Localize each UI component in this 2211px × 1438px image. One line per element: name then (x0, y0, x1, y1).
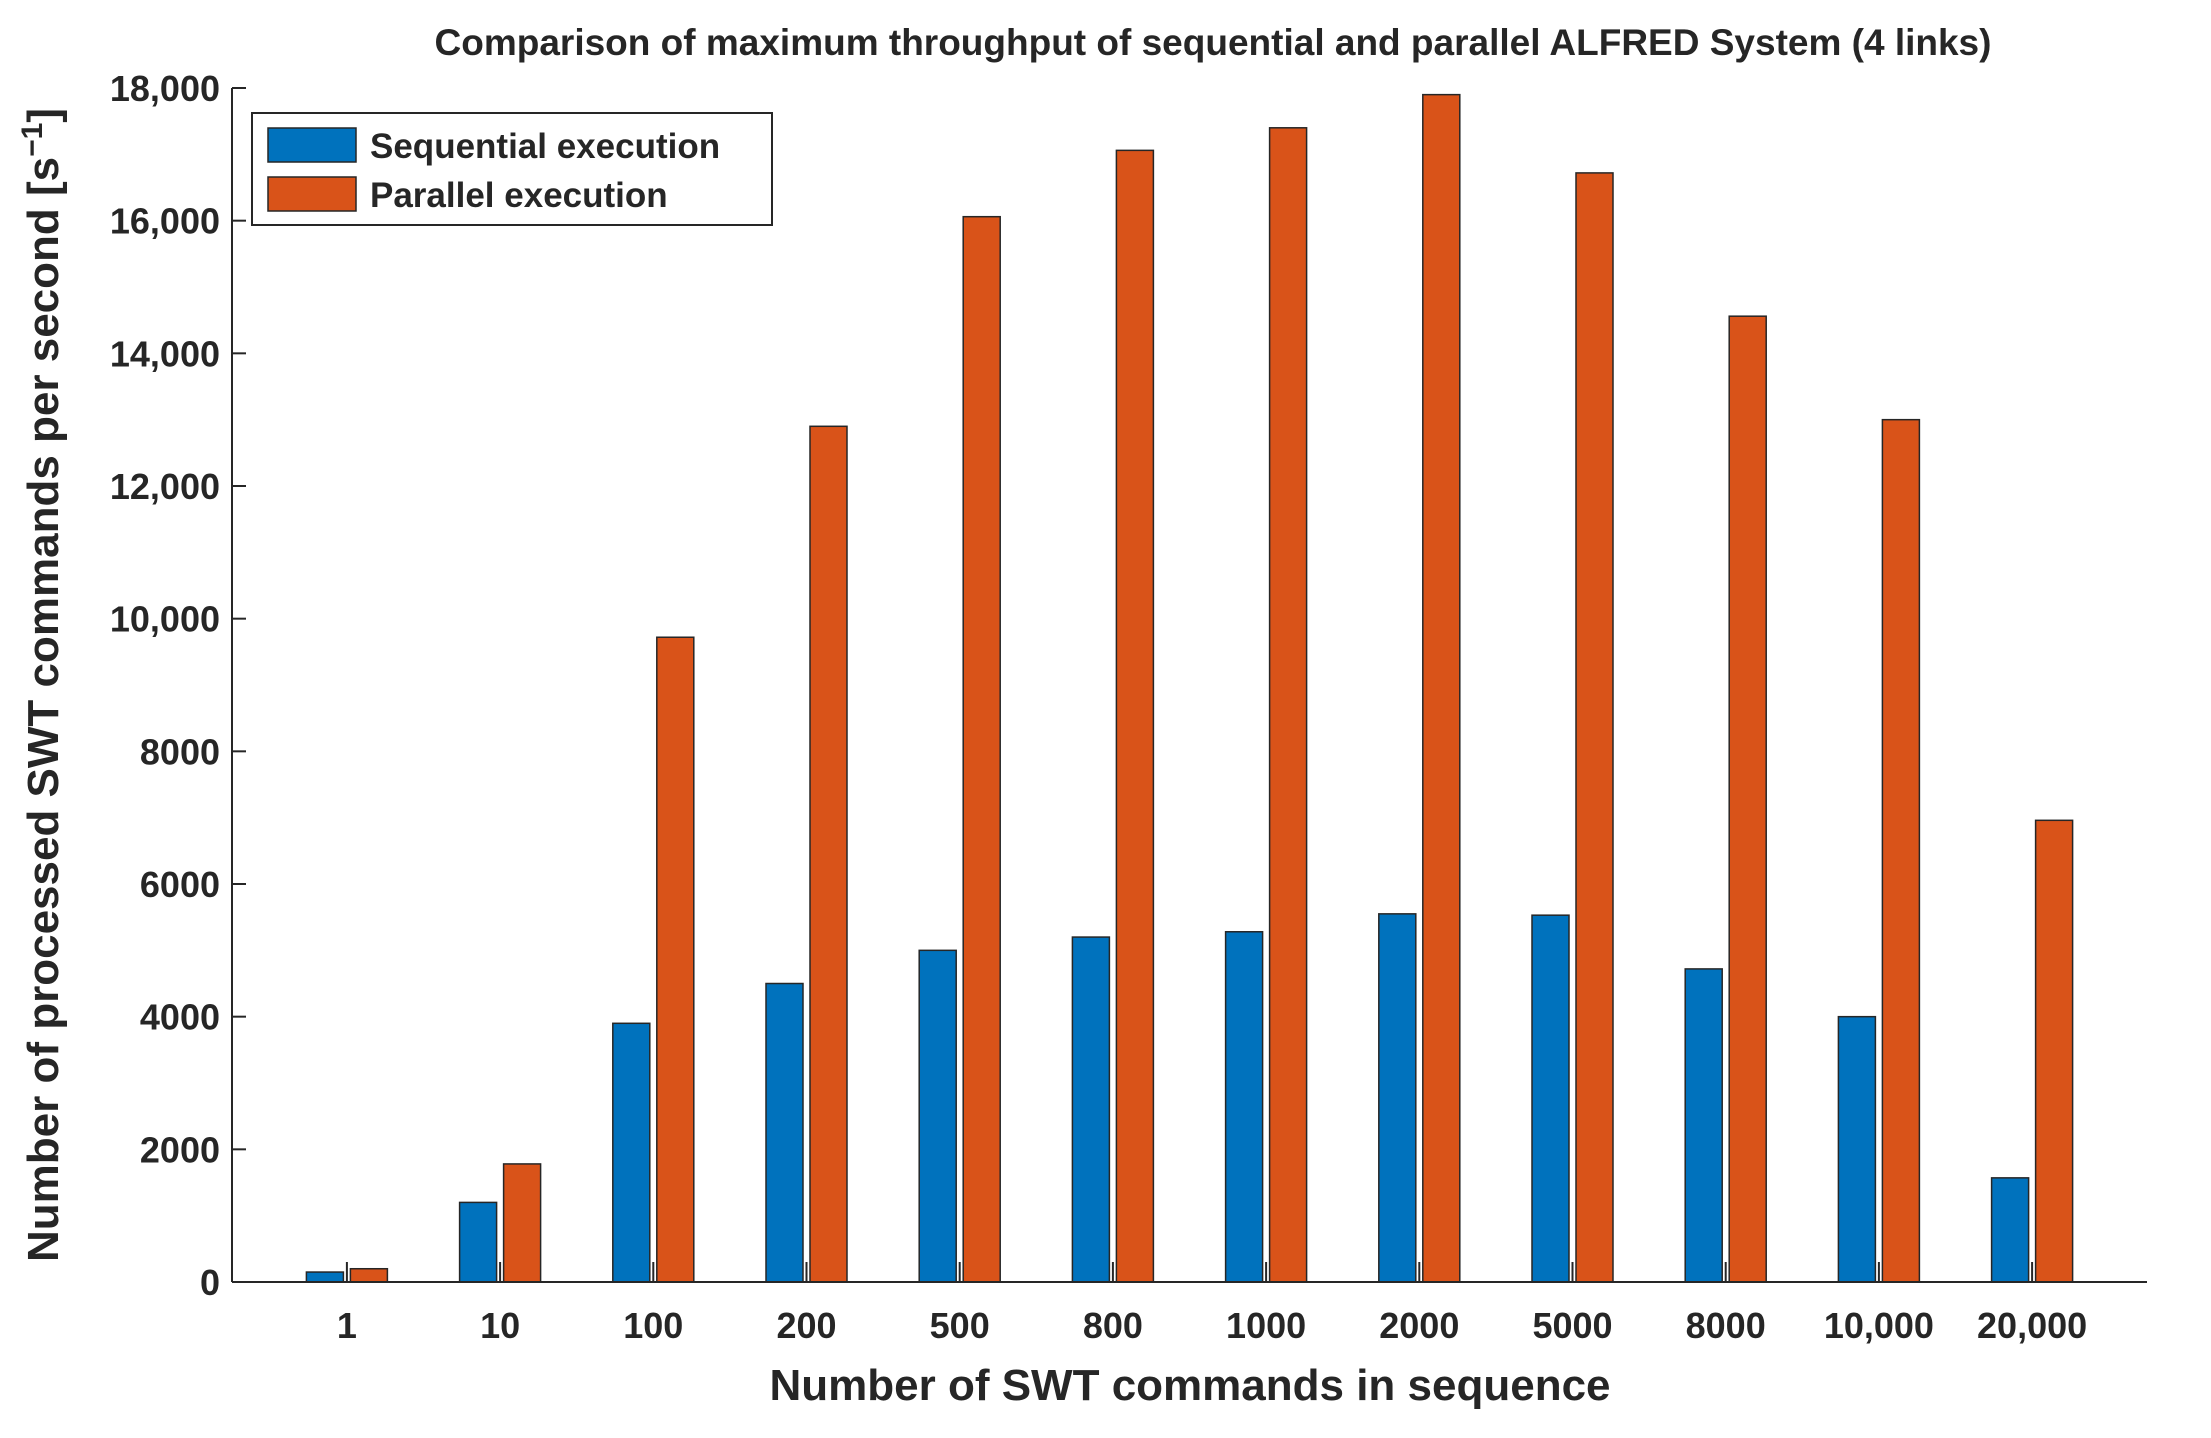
bar-parallel-1 (349, 1267, 389, 1283)
y-tick-label: 6000 (140, 864, 220, 905)
y-tick-label: 12,000 (110, 466, 220, 507)
x-tick-label: 20,000 (1977, 1305, 2087, 1346)
bar-sequential-100 (612, 1022, 651, 1283)
y-tick-label: 18,000 (110, 68, 220, 109)
bar-parallel-10,000 (1881, 418, 1921, 1283)
y-axis-label-close: ] (19, 108, 68, 123)
x-tick-label: 1000 (1226, 1305, 1306, 1346)
bar-parallel-1000 (1268, 127, 1308, 1283)
bar-parallel-2000 (1422, 93, 1461, 1283)
chart-title: Comparison of maximum throughput of sequ… (435, 22, 1992, 63)
legend-label-sequential: Sequential execution (370, 127, 720, 166)
x-tick-label: 800 (1083, 1305, 1143, 1346)
y-tick-label: 8000 (140, 731, 220, 772)
bar-sequential-1 (305, 1271, 345, 1283)
bar-parallel-800 (1115, 149, 1155, 1283)
bar-sequential-800 (1071, 936, 1111, 1283)
y-tick-label: 2000 (140, 1129, 220, 1170)
legend-swatch-parallel (267, 176, 357, 212)
bars (305, 93, 2074, 1283)
bar-sequential-10 (458, 1201, 498, 1283)
legend-swatch-sequential (267, 127, 357, 163)
y-tick-label: 0 (200, 1262, 220, 1303)
bar-sequential-200 (765, 982, 804, 1283)
x-axis-label: Number of SWT commands in sequence (769, 1361, 1610, 1410)
legend: Sequential execution Parallel execution (251, 112, 773, 226)
x-tick-label: 10 (480, 1305, 520, 1346)
bar-sequential-8000 (1684, 968, 1723, 1283)
y-axis-ticks: 0 2000 4000 6000 8000 10,000 12,000 14,000 16,00… (110, 68, 246, 1303)
bar-parallel-100 (656, 636, 695, 1283)
x-tick-label: 500 (930, 1305, 990, 1346)
y-tick-label: 4000 (140, 997, 220, 1038)
bar-sequential-500 (918, 949, 957, 1283)
y-axis-label: Number of processed SWT commands per sec… (16, 108, 68, 1262)
bar-sequential-1000 (1224, 931, 1264, 1283)
y-axis-label-exponent: −1 (16, 123, 49, 157)
bar-parallel-10 (502, 1163, 542, 1283)
x-tick-label: 5000 (1532, 1305, 1612, 1346)
x-axis-ticks: 1 10 100 200 500 800 1000 2000 5000 8000 10,000 20,… (337, 1262, 2087, 1346)
bar-sequential-2000 (1378, 913, 1417, 1283)
bar-parallel-500 (962, 215, 1001, 1283)
y-tick-label: 16,000 (110, 201, 220, 242)
y-axis-label-main: Number of processed SWT commands per sec… (19, 157, 68, 1262)
x-tick-label: 2000 (1379, 1305, 1459, 1346)
x-tick-label: 200 (776, 1305, 836, 1346)
bar-parallel-20,000 (2034, 819, 2074, 1283)
x-tick-label: 100 (623, 1305, 683, 1346)
plot-area (232, 88, 2147, 1282)
x-tick-label: 10,000 (1824, 1305, 1934, 1346)
bar-parallel-5000 (1575, 172, 1614, 1283)
x-tick-label: 1 (337, 1305, 357, 1346)
bar-parallel-8000 (1728, 315, 1767, 1283)
bar-sequential-10,000 (1837, 1015, 1877, 1283)
legend-label-parallel: Parallel execution (370, 176, 668, 215)
x-tick-label: 8000 (1686, 1305, 1766, 1346)
y-tick-label: 14,000 (110, 333, 220, 374)
bar-sequential-20,000 (1990, 1177, 2030, 1283)
y-tick-label: 10,000 (110, 599, 220, 640)
bar-parallel-200 (809, 425, 848, 1283)
bar-sequential-5000 (1531, 914, 1570, 1283)
